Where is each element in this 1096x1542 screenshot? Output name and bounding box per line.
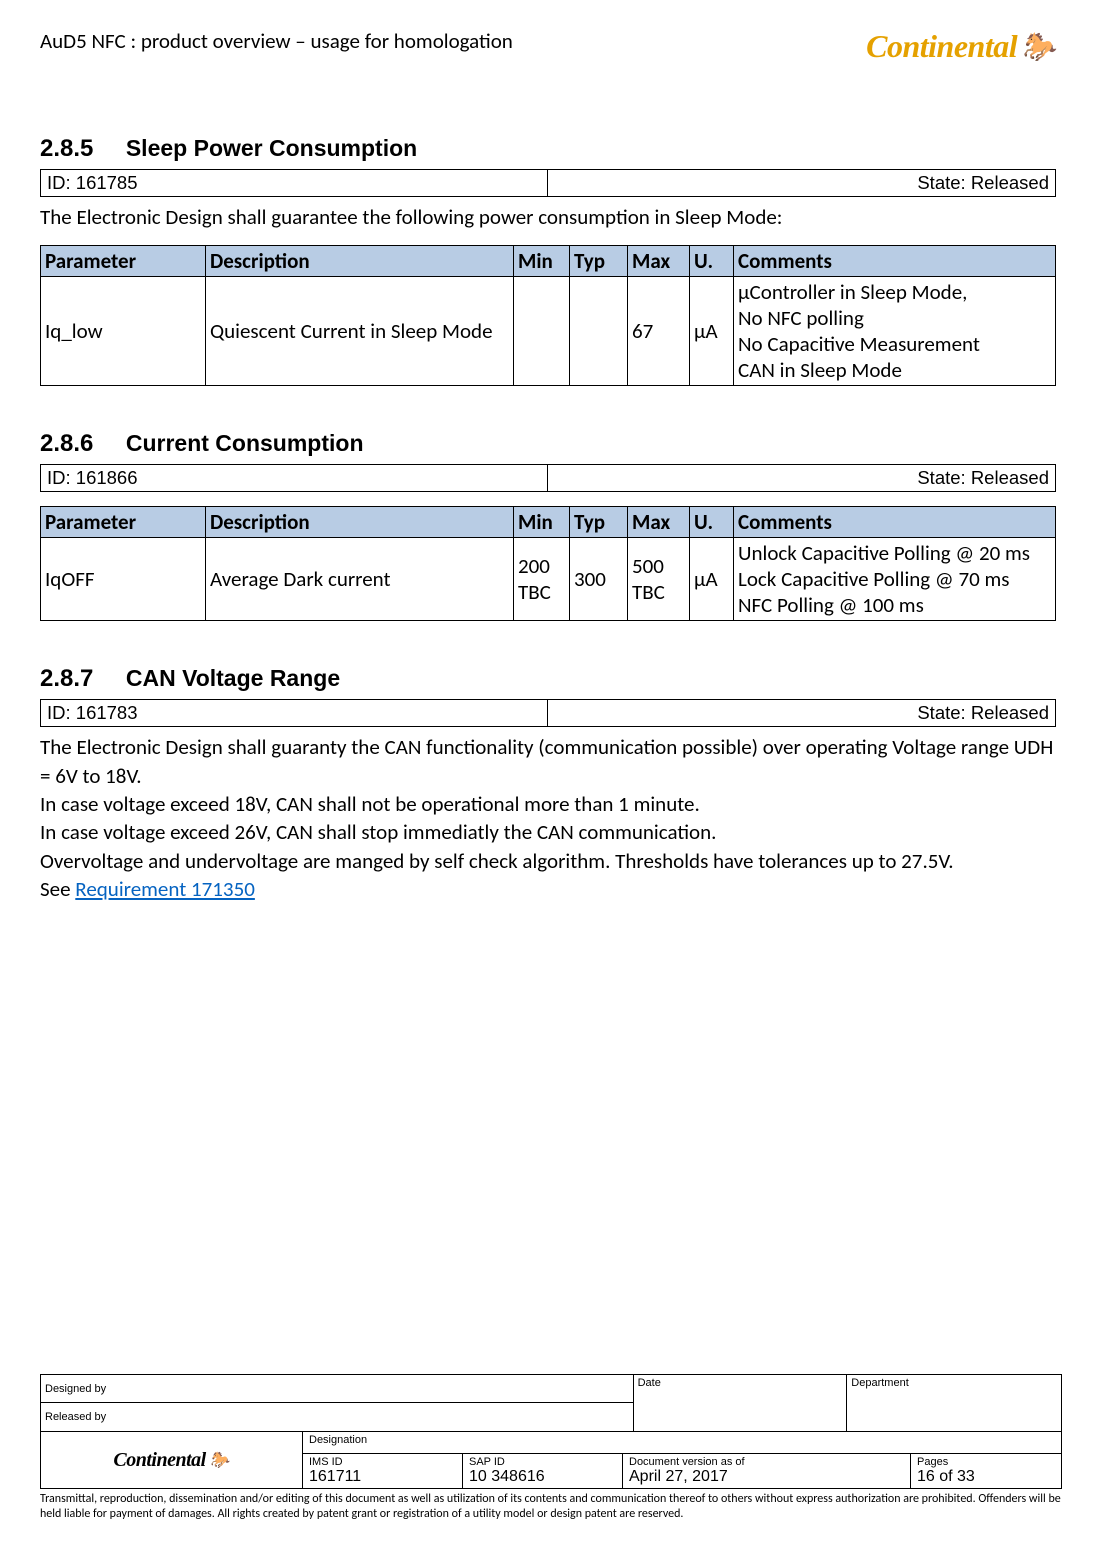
horse-icon: 🐎 [1021,30,1056,64]
body-paragraph: In case voltage exceed 26V, CAN shall st… [40,818,1056,846]
th-unit: U. [690,246,734,277]
cell-parameter: Iq_low [41,277,206,386]
th-unit: U. [690,507,734,538]
sap-value: 10 348616 [469,1468,616,1486]
footer-logo: Continental 🐎 [41,1432,303,1488]
th-min: Min [514,507,570,538]
table-row: IqOFF Average Dark current 200 TBC 300 5… [41,538,1056,621]
th-comments: Comments [734,507,1056,538]
ims-label: IMS ID [309,1456,456,1468]
cell-description: Quiescent Current in Sleep Mode [206,277,514,386]
cell-max: 67 [628,277,690,386]
cell-typ: 300 [570,538,628,621]
docver-cell: Document version as of April 27, 2017 [623,1454,911,1488]
horse-icon: 🐎 [210,1450,230,1470]
th-typ: Typ [570,246,628,277]
table-row: Iq_low Quiescent Current in Sleep Mode 6… [41,277,1056,386]
id-state-row: ID: 161785 State: Released [40,169,1056,197]
pages-cell: Pages 16 of 33 [911,1454,1061,1488]
th-parameter: Parameter [41,507,206,538]
current-consumption-table: Parameter Description Min Typ Max U. Com… [40,506,1056,621]
cell-parameter: IqOFF [41,538,206,621]
th-description: Description [206,507,514,538]
sap-label: SAP ID [469,1456,616,1468]
cell-comments: Unlock Capacitive Polling @ 20 ms Lock C… [734,538,1056,621]
section-286: 2.8.6 Current Consumption ID: 161866 Sta… [40,430,1056,621]
th-description: Description [206,246,514,277]
th-max: Max [628,507,690,538]
th-typ: Typ [570,507,628,538]
footer-top: Designed by Released by Date Department [40,1374,1062,1432]
cell-typ [570,277,628,386]
cell-unit: µA [690,277,734,386]
id-state-row: ID: 161866 State: Released [40,464,1056,492]
cell-comments: µController in Sleep Mode, No NFC pollin… [734,277,1056,386]
requirement-link[interactable]: Requirement 171350 [75,876,255,902]
dept-col: Department [847,1375,1061,1431]
ims-cell: IMS ID 161711 [303,1454,463,1488]
section-heading: 2.8.7 CAN Voltage Range [40,665,1056,693]
section-intro: The Electronic Design shall guarantee th… [40,203,1056,231]
th-comments: Comments [734,246,1056,277]
section-number: 2.8.6 [40,430,93,457]
body-paragraph: In case voltage exceed 18V, CAN shall no… [40,790,1056,818]
id-state-row: ID: 161783 State: Released [40,699,1056,727]
section-title: Current Consumption [126,430,364,456]
th-min: Min [514,246,570,277]
cell-unit: µA [690,538,734,621]
th-parameter: Parameter [41,246,206,277]
designed-by-row: Designed by [41,1375,633,1403]
cell-min [514,277,570,386]
section-heading: 2.8.5 Sleep Power Consumption [40,135,1056,163]
docver-value: April 27, 2017 [629,1468,904,1486]
cell-max: 500 TBC [628,538,690,621]
table-head: Parameter Description Min Typ Max U. Com… [41,246,1056,277]
section-285: 2.8.5 Sleep Power Consumption ID: 161785… [40,135,1056,386]
section-287: 2.8.7 CAN Voltage Range ID: 161783 State… [40,665,1056,903]
see-line: See Requirement 171350 [40,875,1056,903]
page-footer: Designed by Released by Date Department … [40,1374,1062,1522]
cell-description: Average Dark current [206,538,514,621]
section-heading: 2.8.6 Current Consumption [40,430,1056,458]
section-number: 2.8.7 [40,665,93,692]
released-by-row: Released by [41,1403,633,1431]
cell-min: 200 TBC [514,538,570,621]
id-cell: ID: 161785 [41,170,548,196]
section-title: CAN Voltage Range [126,665,340,691]
footer-bottom: Continental 🐎 Designation IMS ID 161711 … [40,1432,1062,1489]
see-prefix: See [40,876,75,902]
ims-value: 161711 [309,1468,456,1486]
section-number: 2.8.5 [40,135,93,162]
section-title: Sleep Power Consumption [126,135,417,161]
logo: Continental 🐎 [866,28,1056,65]
page-header: AuD5 NFC : product overview – usage for … [40,28,1056,65]
state-cell: State: Released [548,170,1055,196]
disclaimer: Transmittal, reproduction, dissemination… [40,1492,1062,1522]
sleep-power-table: Parameter Description Min Typ Max U. Com… [40,245,1056,386]
body-paragraph: Overvoltage and undervoltage are manged … [40,847,1056,875]
body-paragraph: The Electronic Design shall guaranty the… [40,733,1056,790]
sap-cell: SAP ID 10 348616 [463,1454,623,1488]
logo-text: Continental [113,1449,205,1472]
id-cell: ID: 161783 [41,700,548,726]
docver-label: Document version as of [629,1456,904,1468]
designation-cell: Designation [303,1432,1061,1454]
pages-label: Pages [917,1456,1055,1468]
id-cell: ID: 161866 [41,465,548,491]
logo-text: Continental [866,28,1017,65]
state-cell: State: Released [548,700,1055,726]
header-title: AuD5 NFC : product overview – usage for … [40,28,513,54]
date-col: Date [634,1375,848,1431]
th-max: Max [628,246,690,277]
pages-value: 16 of 33 [917,1468,1055,1486]
table-head: Parameter Description Min Typ Max U. Com… [41,507,1056,538]
state-cell: State: Released [548,465,1055,491]
